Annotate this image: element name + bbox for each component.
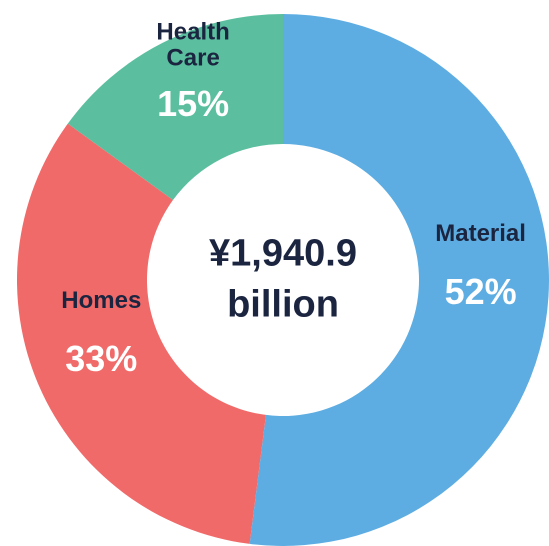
donut-segment (17, 124, 266, 544)
category-label: Homes (41, 287, 161, 313)
chart: ¥1,940.9 billion 52% Material 33% Homes 15% H… (0, 0, 549, 546)
category-label: Material (421, 221, 541, 247)
center-label: ¥1,940.9 billion (188, 229, 378, 332)
category-label: Health Care (133, 19, 253, 72)
value-label: 52% (445, 273, 517, 313)
value-label: 33% (65, 339, 137, 379)
value-label: 15% (157, 84, 229, 124)
